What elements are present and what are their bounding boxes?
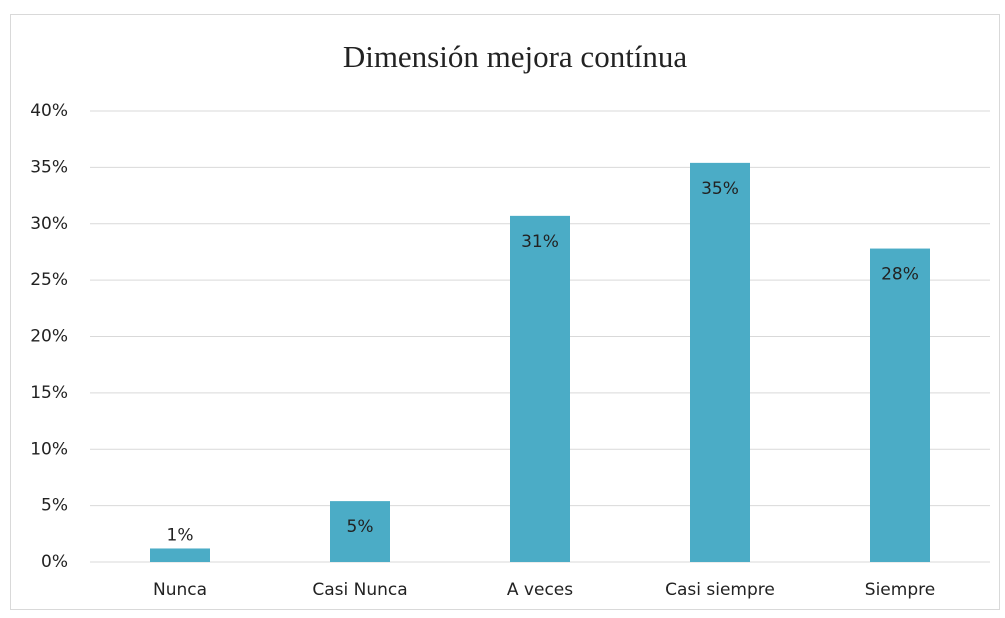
bar — [150, 548, 210, 562]
y-tick-label: 0% — [41, 552, 68, 572]
x-tick-label: Casi Nunca — [312, 580, 407, 600]
data-label: 31% — [521, 232, 559, 252]
x-tick-label: Siempre — [865, 580, 935, 600]
bar — [870, 248, 930, 562]
data-label: 5% — [347, 517, 374, 537]
y-tick-label: 5% — [41, 496, 68, 516]
data-label: 35% — [701, 179, 739, 199]
bar — [510, 215, 570, 563]
y-tick-label: 25% — [30, 270, 68, 290]
y-tick-label: 10% — [30, 439, 68, 459]
y-tick-label: 40% — [30, 101, 68, 121]
x-tick-label: A veces — [507, 580, 573, 600]
y-tick-label: 15% — [30, 383, 68, 403]
bar — [690, 162, 750, 563]
chart-border — [10, 14, 1000, 610]
x-tick-label: Nunca — [153, 580, 207, 600]
x-tick-label: Casi siempre — [665, 580, 775, 600]
chart-title: Dimensión mejora contínua — [343, 39, 688, 74]
bar — [330, 501, 390, 562]
data-label: 1% — [167, 525, 194, 545]
y-tick-label: 35% — [30, 157, 68, 177]
data-label: 28% — [881, 265, 919, 285]
y-tick-label: 30% — [30, 214, 68, 234]
y-tick-label: 20% — [30, 327, 68, 347]
